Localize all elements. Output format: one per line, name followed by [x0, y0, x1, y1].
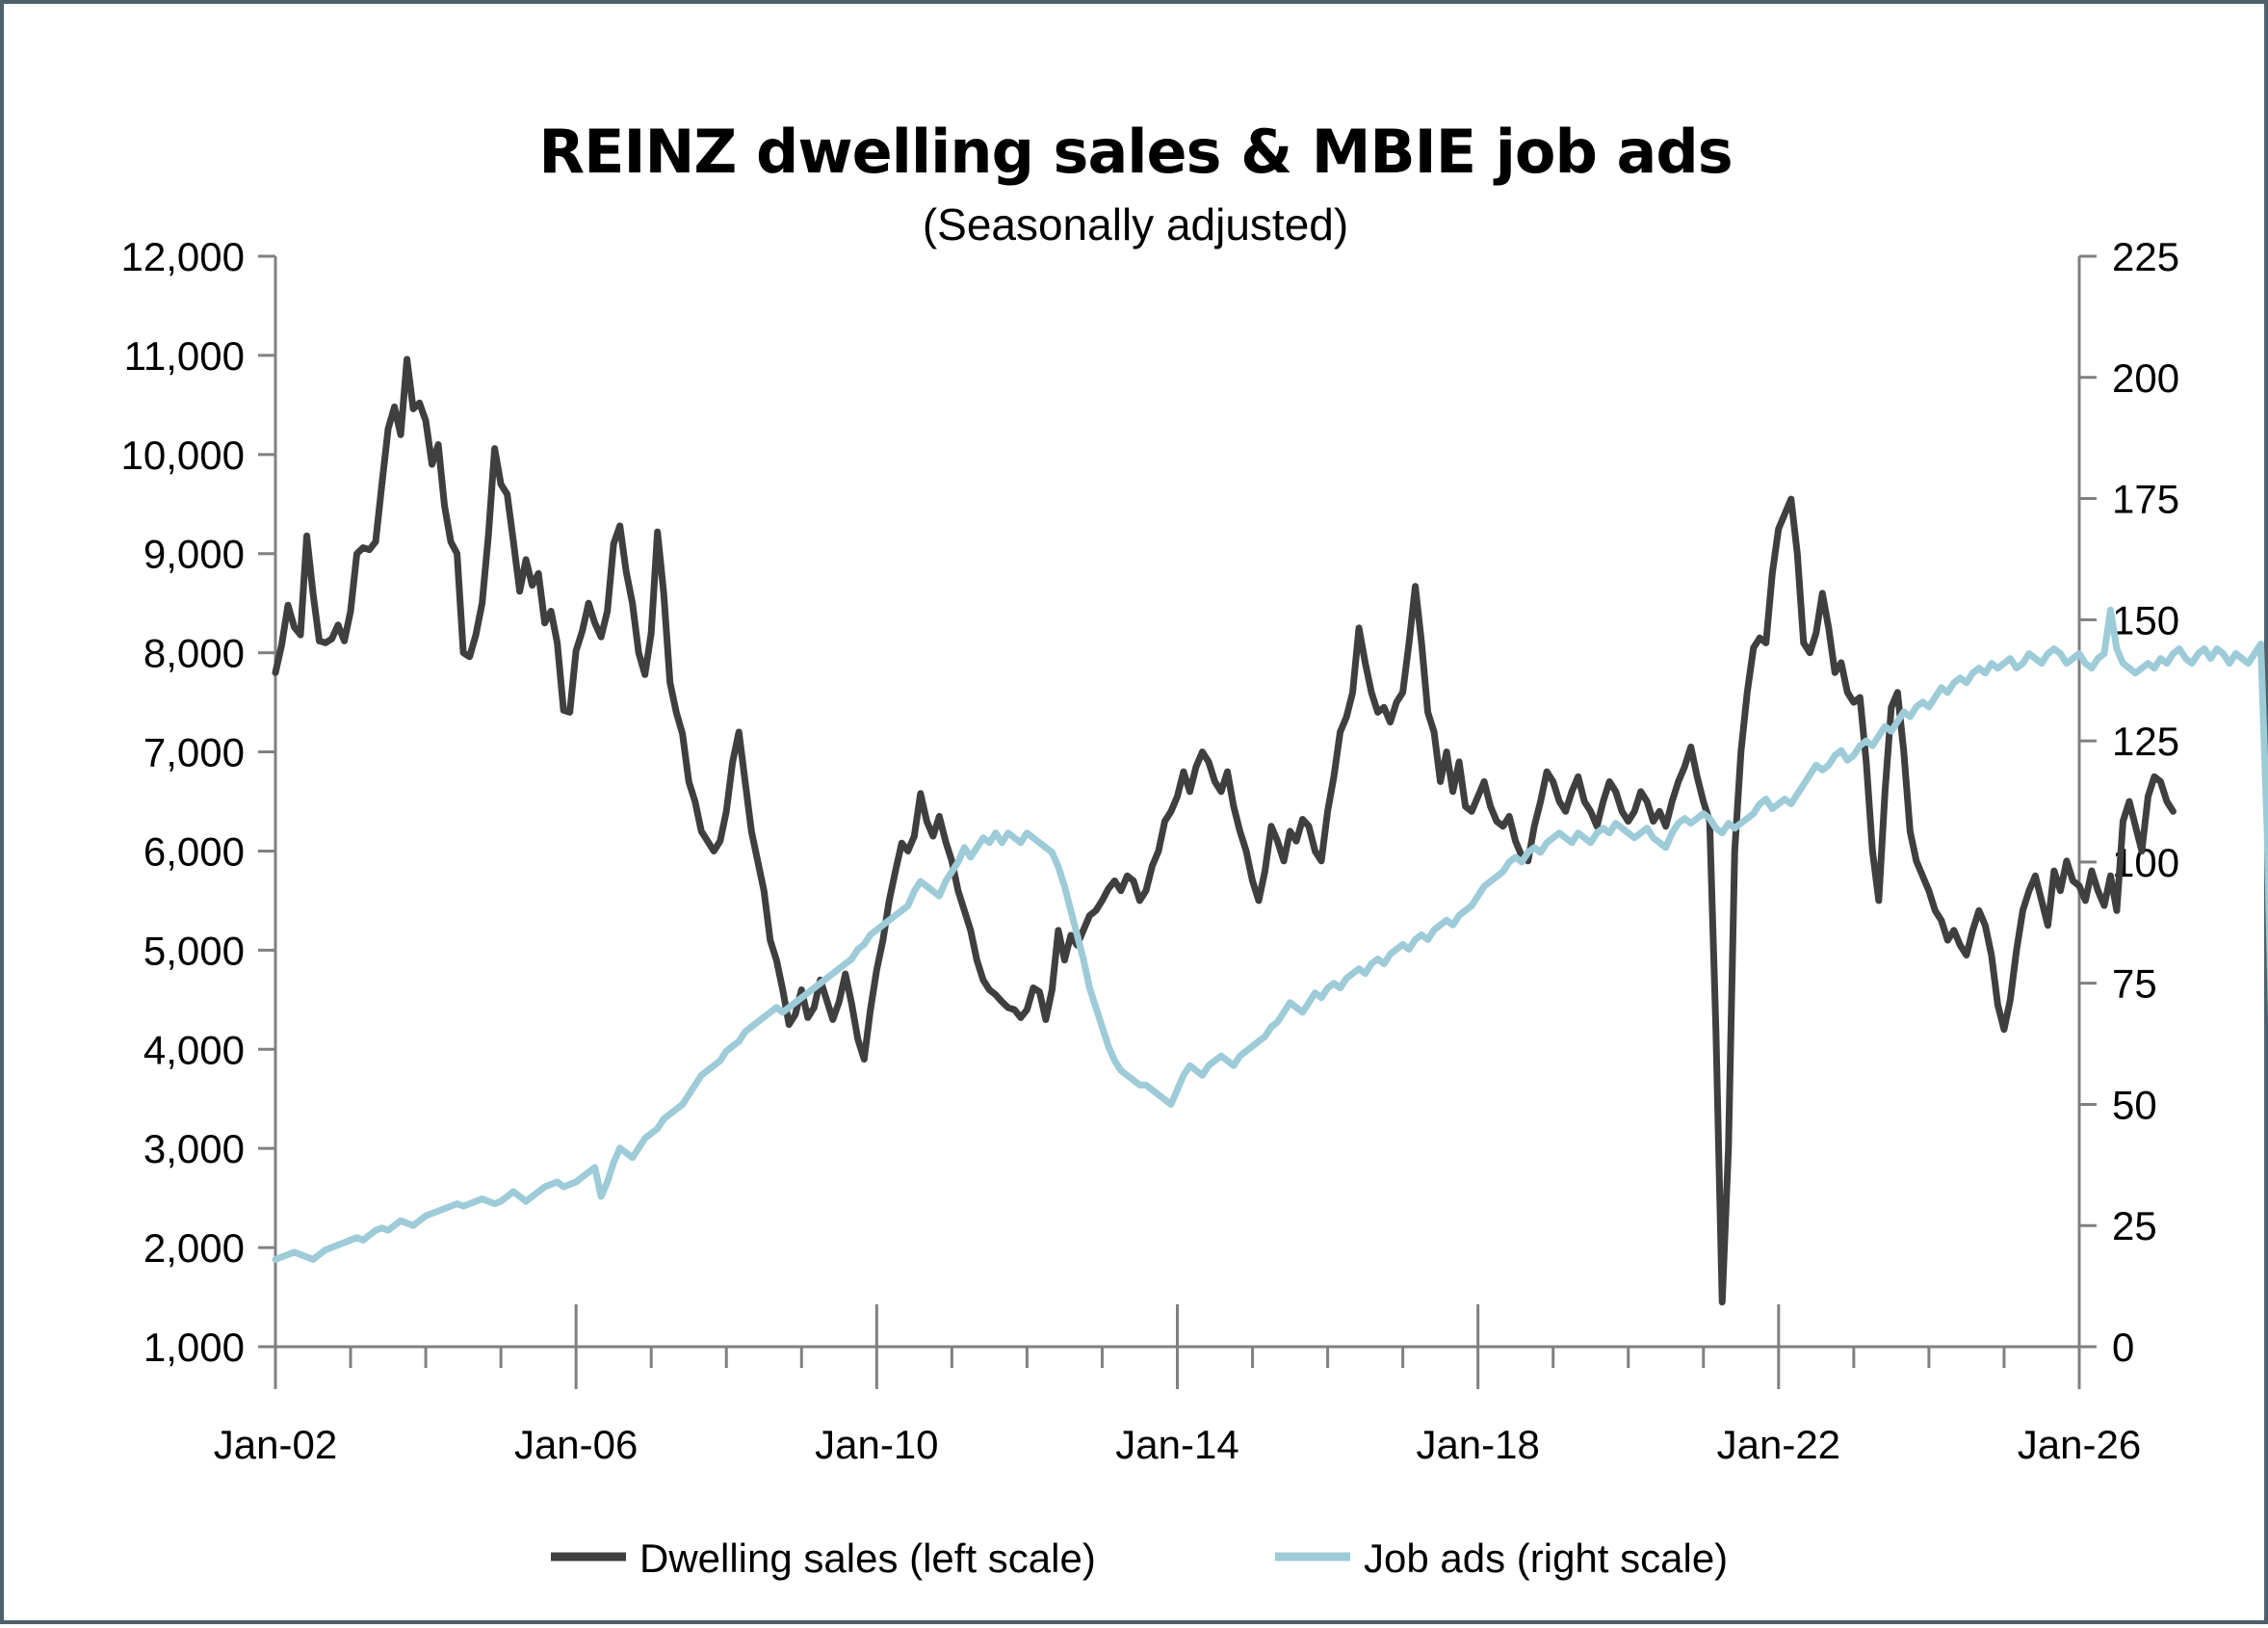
x-axis-tick-label: Jan-10 [815, 1422, 938, 1467]
y-axis-left: 1,000 2,000 3,000 4,000 5,000 6,000 7,000 8,000… [121, 234, 275, 1370]
chart-legend: Dwelling sales (left scale) Job ads (righ… [551, 1536, 1728, 1581]
y-axis-right-tick-label: 0 [2112, 1325, 2134, 1370]
y-axis-left-tick-label: 4,000 [143, 1027, 245, 1072]
series-group [275, 339, 2268, 1302]
y-axis-left-tick-label: 1,000 [143, 1325, 245, 1370]
y-axis-left-tick-label: 9,000 [143, 532, 245, 577]
chart-title: REINZ dwelling sales & MBIE job ads [538, 117, 1732, 187]
y-axis-left-tick-label: 3,000 [143, 1126, 245, 1171]
legend-label-dwelling-sales: Dwelling sales (left scale) [639, 1536, 1096, 1581]
x-axis-tick-label: Jan-02 [214, 1422, 337, 1467]
y-axis-right-tick-label: 200 [2112, 355, 2179, 401]
y-axis-right-tick-label: 150 [2112, 597, 2179, 643]
y-axis-right-tick-label: 25 [2112, 1203, 2157, 1248]
x-axis-tick-label: Jan-22 [1717, 1422, 1840, 1467]
y-axis-right-tick-label: 225 [2112, 234, 2179, 279]
y-axis-left-tick-label: 5,000 [143, 928, 245, 973]
y-axis-left-tick-label: 2,000 [143, 1225, 245, 1271]
y-axis-right-tick-label: 175 [2112, 477, 2179, 522]
x-axis-tick-label: Jan-18 [1416, 1422, 1539, 1467]
y-axis-left-tick-label: 11,000 [124, 333, 245, 379]
y-axis-left-tick-label: 10,000 [121, 433, 245, 478]
y-axis-right-tick-label: 125 [2112, 719, 2179, 764]
x-axis: Jan-02 Jan-06 Jan-10 Jan-14 Jan-18 Jan-22 Jan-… [214, 1304, 2141, 1467]
x-axis-tick-label: Jan-14 [1115, 1422, 1238, 1467]
series-line-dwelling-sales [275, 359, 2173, 1302]
y-axis-left-tick-label: 12,000 [121, 234, 245, 279]
y-axis-right-tick-label: 50 [2112, 1082, 2157, 1127]
y-axis-right-tick-label: 75 [2112, 961, 2157, 1007]
legend-label-job-ads: Job ads (right scale) [1364, 1536, 1728, 1581]
chart-subtitle: (Seasonally adjusted) [923, 199, 1348, 249]
chart-root: REINZ dwelling sales & MBIE job ads (Sea… [4, 4, 2264, 1620]
y-axis-left-tick-label: 8,000 [143, 631, 245, 676]
x-axis-tick-label: Jan-26 [2018, 1422, 2141, 1467]
y-axis-left-tick-label: 6,000 [143, 828, 245, 874]
series-line-job-ads [275, 339, 2268, 1260]
x-axis-tick-label: Jan-06 [514, 1422, 638, 1467]
chart-svg: REINZ dwelling sales & MBIE job ads (Sea… [4, 4, 2268, 1628]
y-axis-left-tick-label: 7,000 [143, 730, 245, 775]
